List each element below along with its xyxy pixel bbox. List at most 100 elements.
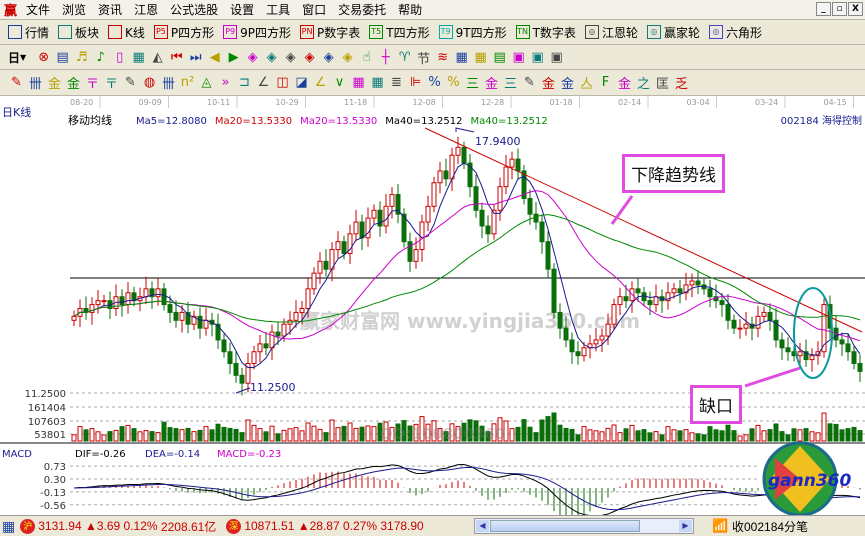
tool-icon[interactable]: ▦ bbox=[474, 49, 487, 65]
tool-icon[interactable]: ▦ bbox=[455, 49, 468, 65]
close-button[interactable]: X bbox=[848, 2, 863, 16]
toolbar-button-8[interactable]: TN T数字表 bbox=[515, 24, 576, 41]
toolbar-button-0[interactable]: 行情 bbox=[8, 24, 49, 41]
toolbar-button-7[interactable]: T9 9T四方形 bbox=[438, 24, 507, 41]
tool-icon[interactable]: ◀ bbox=[209, 49, 220, 65]
tool-icon[interactable]: ◭ bbox=[152, 49, 163, 65]
tool-icon[interactable]: 三 bbox=[465, 77, 479, 92]
menu-item[interactable]: 文件 bbox=[26, 3, 51, 17]
tool-icon[interactable]: ≣ bbox=[391, 75, 402, 90]
tool-icon[interactable]: ✎ bbox=[11, 75, 22, 90]
tool-icon[interactable]: ⏮ bbox=[170, 49, 183, 65]
tool-icon[interactable]: ∠ bbox=[257, 75, 270, 90]
scroll-left-button[interactable]: ◀ bbox=[476, 520, 489, 532]
tool-icon[interactable]: 卌 bbox=[28, 77, 42, 92]
tool-icon[interactable]: ▦ bbox=[371, 75, 384, 90]
menu-item[interactable]: 浏览 bbox=[62, 3, 87, 17]
toolbar-button-9[interactable]: ◎ 江恩轮 bbox=[584, 24, 638, 41]
tool-icon[interactable]: ▦ bbox=[132, 49, 145, 65]
tool-icon[interactable]: ◪ bbox=[295, 75, 308, 90]
tool-icon[interactable]: ⊐ bbox=[239, 75, 250, 90]
tool-icon[interactable]: ◈ bbox=[304, 49, 315, 65]
tool-icon[interactable]: 金 bbox=[47, 77, 61, 92]
toolbar-button-2[interactable]: K线 bbox=[108, 24, 145, 41]
tool-icon[interactable]: ◍ bbox=[143, 75, 156, 90]
tool-icon[interactable]: ◈ bbox=[285, 49, 296, 65]
menu-item[interactable]: 设置 bbox=[230, 3, 255, 17]
tool-icon[interactable]: ✎ bbox=[524, 75, 535, 90]
tool-icon[interactable]: ▣ bbox=[550, 49, 563, 65]
period-select[interactable]: 日 ▼ bbox=[8, 49, 26, 66]
tool-icon[interactable]: 乏 bbox=[674, 77, 688, 92]
menu-item[interactable]: 公式选股 bbox=[170, 3, 219, 17]
tool-icon[interactable]: ▣ bbox=[531, 49, 544, 65]
toolbar-button-5[interactable]: PN P数字表 bbox=[300, 24, 360, 41]
minimize-button[interactable]: _ bbox=[816, 2, 831, 16]
tool-icon[interactable]: ⊫ bbox=[409, 75, 422, 90]
chart-canvas[interactable]: 08-20 09-09 10-11 10-29 11-18 12-08 12-28 01-18… bbox=[0, 96, 865, 519]
tool-icon[interactable]: ✎ bbox=[125, 75, 136, 90]
tool-icon[interactable]: ◈ bbox=[266, 49, 277, 65]
menu-item[interactable]: 帮助 bbox=[398, 3, 423, 17]
ticker-scrollbar[interactable]: ◀ ▶ bbox=[474, 518, 694, 534]
drawing-toolbar: ✎ 卌金金〒〒 ✎ ◍ 卌 n² ◬» ⊐ ∠ ◫ ◪ ∠ ∨ ▦ ▦ ≣ ⊫%% 三金三 ✎ 金金亼 F 金之匡乏 bbox=[0, 70, 865, 96]
tool-icon[interactable]: ▤ bbox=[56, 49, 69, 65]
tool-icon[interactable]: % bbox=[447, 75, 460, 90]
menu-item[interactable]: 工具 bbox=[266, 3, 291, 17]
tool-icon[interactable]: 匡 bbox=[655, 77, 669, 92]
tool-icon[interactable]: 金 bbox=[66, 77, 80, 92]
tool-icon[interactable]: 〒 bbox=[85, 77, 99, 92]
tool-icon[interactable]: ◈ bbox=[323, 49, 334, 65]
tool-icon[interactable]: ♪ bbox=[96, 49, 105, 65]
tool-icon[interactable]: ◫ bbox=[276, 75, 289, 90]
quote-grid-icon[interactable]: ▦ bbox=[2, 517, 16, 534]
tool-icon[interactable]: ⏭ bbox=[189, 49, 202, 65]
tool-icon[interactable]: 卌 bbox=[161, 77, 175, 92]
tool-icon[interactable]: F bbox=[601, 75, 610, 90]
tool-icon[interactable]: ▶ bbox=[228, 49, 239, 65]
tool-icon[interactable]: ◬ bbox=[201, 75, 212, 90]
tool-icon[interactable]: 金 bbox=[541, 77, 555, 92]
menu-item[interactable]: 窗口 bbox=[302, 3, 327, 17]
restore-button[interactable]: ▫ bbox=[832, 2, 847, 16]
tool-icon[interactable]: ▯ bbox=[116, 49, 124, 65]
tool-icon[interactable]: % bbox=[428, 75, 441, 90]
tool-icon[interactable]: » bbox=[221, 75, 230, 90]
scroll-thumb[interactable] bbox=[490, 520, 640, 532]
tool-icon[interactable]: 金 bbox=[560, 77, 574, 92]
tool-icon[interactable]: ⊗ bbox=[38, 49, 50, 65]
toolbar-button-3[interactable]: P5 P四方形 bbox=[153, 24, 214, 41]
tool-icon[interactable]: ◈ bbox=[342, 49, 353, 65]
menu-item[interactable]: 交易委托 bbox=[338, 3, 387, 17]
tool-icon[interactable]: ∠ bbox=[314, 75, 327, 90]
tool-icon[interactable]: 〒 bbox=[104, 77, 118, 92]
tool-icon[interactable]: 节 bbox=[417, 51, 431, 67]
toolbar-button-1[interactable]: 板块 bbox=[58, 24, 99, 41]
tool-icon[interactable]: 金 bbox=[484, 77, 498, 92]
candle bbox=[437, 170, 443, 184]
tool-icon[interactable]: ▤ bbox=[493, 49, 506, 65]
tool-icon[interactable]: ◈ bbox=[247, 49, 258, 65]
tool-icon[interactable]: ▦ bbox=[352, 75, 365, 90]
tool-icon[interactable]: ∨ bbox=[334, 75, 345, 90]
tool-icon[interactable]: n² bbox=[180, 75, 195, 90]
tick-data-label[interactable]: 收002184分笔 bbox=[732, 519, 809, 534]
tool-icon[interactable]: ≋ bbox=[437, 49, 449, 65]
tool-icon[interactable]: ♬ bbox=[75, 49, 88, 65]
tool-icon[interactable]: 三 bbox=[503, 77, 517, 92]
tool-icon[interactable]: ♈ bbox=[398, 49, 411, 65]
toolbar-button-10[interactable]: ◎ 赢家轮 bbox=[646, 24, 700, 41]
tool-icon[interactable]: 之 bbox=[636, 77, 650, 92]
tool-icon[interactable]: ▣ bbox=[512, 49, 525, 65]
menu-item[interactable]: 资讯 bbox=[98, 3, 123, 17]
kline-chart[interactable]: 08-20 09-09 10-11 10-29 11-18 12-08 12-28 01-18… bbox=[0, 96, 865, 519]
tool-icon[interactable]: 金 bbox=[617, 77, 631, 92]
tool-icon[interactable]: ┼ bbox=[381, 49, 390, 65]
menu-item[interactable]: 江恩 bbox=[134, 3, 159, 17]
tool-icon[interactable]: 亼 bbox=[579, 77, 593, 92]
toolbar-button-4[interactable]: P9 9P四方形 bbox=[223, 24, 291, 41]
scroll-right-button[interactable]: ▶ bbox=[679, 520, 692, 532]
toolbar-button-6[interactable]: T5 T四方形 bbox=[369, 24, 430, 41]
tool-icon[interactable]: ☝ bbox=[362, 49, 371, 65]
toolbar-button-11[interactable]: ◎ 六角形 bbox=[708, 24, 762, 41]
